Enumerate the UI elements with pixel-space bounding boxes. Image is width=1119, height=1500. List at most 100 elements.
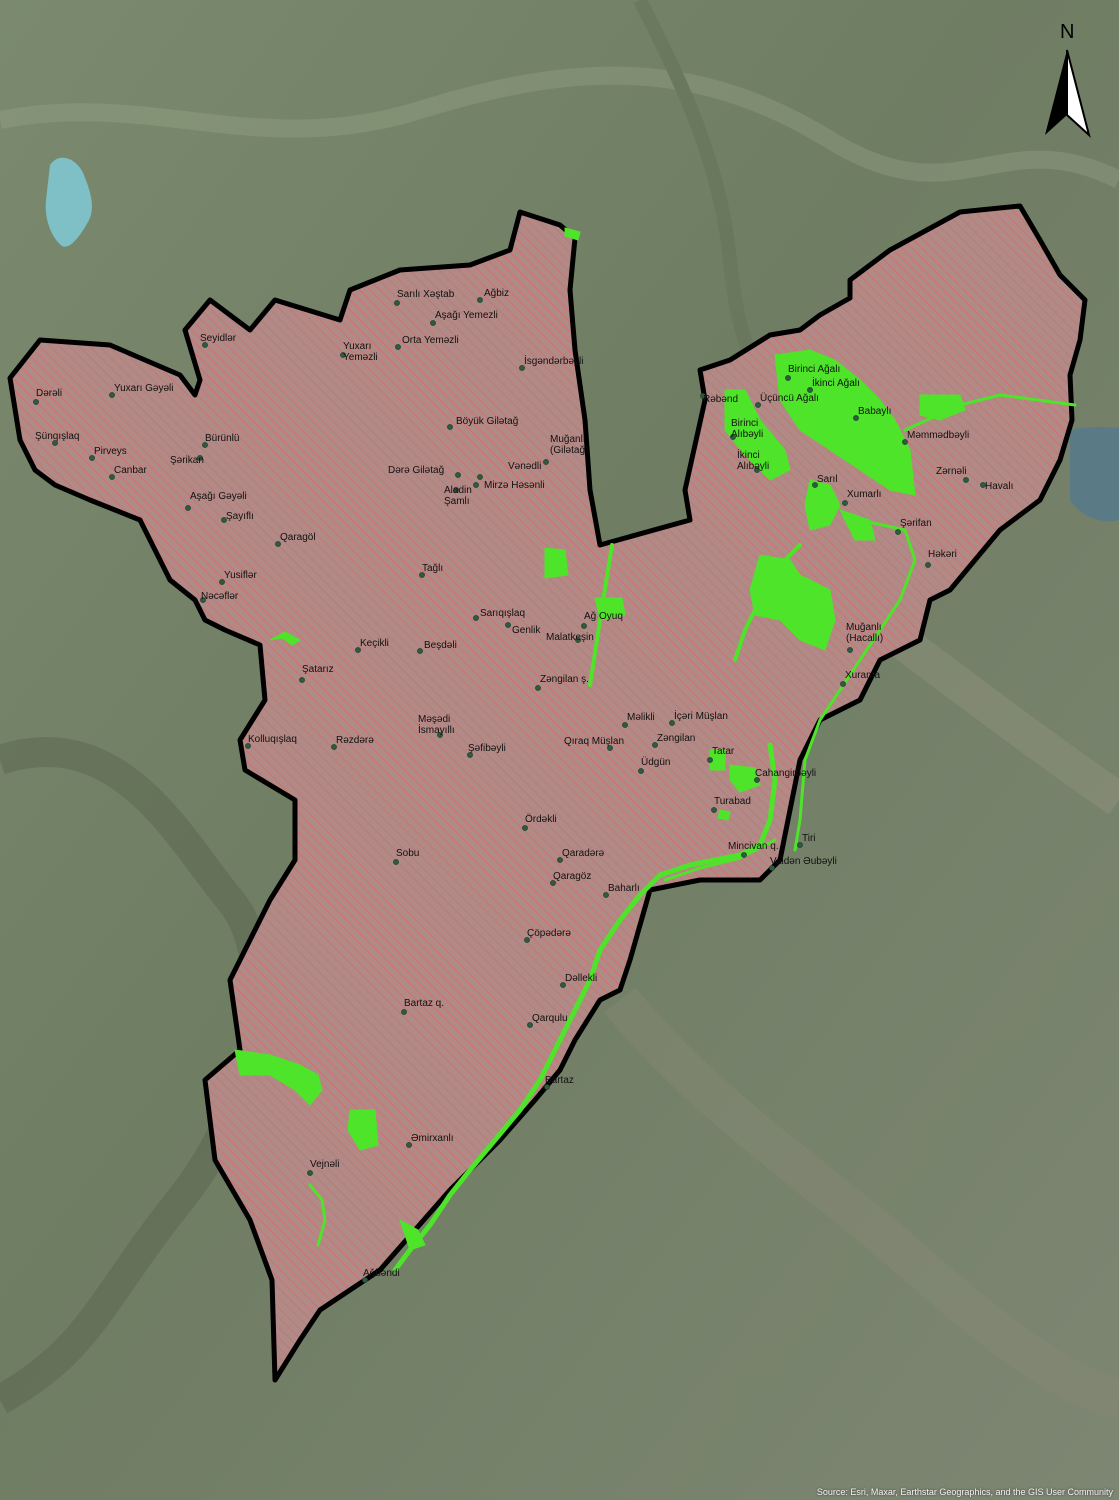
place-marker-dot[interactable] xyxy=(638,768,644,774)
place-marker-dot[interactable] xyxy=(902,439,908,445)
place-marker-dot[interactable] xyxy=(505,622,511,628)
place-marker-dot[interactable] xyxy=(842,500,848,506)
place-marker-dot[interactable] xyxy=(769,865,775,871)
place-label: Şərifan xyxy=(900,518,932,529)
place-marker-dot[interactable] xyxy=(430,320,436,326)
place-marker-dot[interactable] xyxy=(202,342,208,348)
place-marker-dot[interactable] xyxy=(202,442,208,448)
place-marker-dot[interactable] xyxy=(395,344,401,350)
place-marker-dot[interactable] xyxy=(607,745,613,751)
place-label: Şəfibəyli xyxy=(468,743,506,754)
place-marker-dot[interactable] xyxy=(754,467,760,473)
place-label: İkinci Alıbəyli xyxy=(737,448,769,472)
place-marker-dot[interactable] xyxy=(331,744,337,750)
place-marker-dot[interactable] xyxy=(33,399,39,405)
place-label: Tatar xyxy=(712,746,735,757)
place-marker-dot[interactable] xyxy=(477,474,483,480)
place-marker-dot[interactable] xyxy=(299,677,305,683)
place-label: Vaidən Əubəyli xyxy=(770,856,837,867)
place-marker-dot[interactable] xyxy=(477,297,483,303)
place-marker-dot[interactable] xyxy=(89,455,95,461)
place-marker-dot[interactable] xyxy=(707,757,713,763)
place-marker-dot[interactable] xyxy=(527,1022,533,1028)
place-marker-dot[interactable] xyxy=(652,742,658,748)
place-label: Nəcəflər xyxy=(201,591,239,602)
place-marker-dot[interactable] xyxy=(535,685,541,691)
place-marker-dot[interactable] xyxy=(847,647,853,653)
green-zone xyxy=(269,631,301,646)
place-marker-dot[interactable] xyxy=(730,434,736,440)
place-label: Şünqışlaq xyxy=(35,431,79,442)
place-marker-dot[interactable] xyxy=(219,579,225,585)
place-marker-dot[interactable] xyxy=(340,352,346,358)
place-label: Birinci Ağalı xyxy=(788,364,840,375)
place-marker-dot[interactable] xyxy=(581,623,587,629)
reservoir-lake xyxy=(45,157,92,247)
place-marker-dot[interactable] xyxy=(980,482,986,488)
place-marker-dot[interactable] xyxy=(711,807,717,813)
place-marker-dot[interactable] xyxy=(245,743,251,749)
place-marker-dot[interactable] xyxy=(741,852,747,858)
place-marker-dot[interactable] xyxy=(447,424,453,430)
place-marker-dot[interactable] xyxy=(519,365,525,371)
place-marker-dot[interactable] xyxy=(473,482,479,488)
place-marker-dot[interactable] xyxy=(522,825,528,831)
place-marker-dot[interactable] xyxy=(622,722,628,728)
place-marker-dot[interactable] xyxy=(557,857,563,863)
place-label: Mirzə Həsənli xyxy=(484,480,545,491)
place-marker-dot[interactable] xyxy=(394,300,400,306)
place-marker-dot[interactable] xyxy=(455,472,461,478)
place-marker-dot[interactable] xyxy=(925,562,931,568)
place-marker-dot[interactable] xyxy=(797,842,803,848)
place-marker-dot[interactable] xyxy=(393,859,399,865)
place-marker-dot[interactable] xyxy=(544,1084,550,1090)
place-marker-dot[interactable] xyxy=(963,477,969,483)
place-label: Şərikan xyxy=(170,455,204,466)
green-zone xyxy=(234,1049,323,1106)
place-marker-dot[interactable] xyxy=(755,402,761,408)
place-marker-dot[interactable] xyxy=(669,720,675,726)
place-marker-dot[interactable] xyxy=(362,1277,368,1283)
place-marker-dot[interactable] xyxy=(543,459,549,465)
place-marker-dot[interactable] xyxy=(200,597,206,603)
place-marker-dot[interactable] xyxy=(197,455,203,461)
place-label: Qıraq Müşlan xyxy=(564,736,624,747)
place-marker-dot[interactable] xyxy=(550,880,556,886)
place-marker-dot[interactable] xyxy=(453,487,459,493)
place-marker-dot[interactable] xyxy=(853,415,859,421)
place-marker-dot[interactable] xyxy=(401,1009,407,1015)
place-label: Baharlı xyxy=(608,883,640,894)
green-zone xyxy=(839,509,876,541)
place-marker-dot[interactable] xyxy=(812,482,818,488)
place-marker-dot[interactable] xyxy=(575,637,581,643)
place-marker-dot[interactable] xyxy=(840,681,846,687)
place-marker-dot[interactable] xyxy=(895,529,901,535)
place-marker-dot[interactable] xyxy=(603,892,609,898)
place-marker-dot[interactable] xyxy=(355,647,361,653)
place-marker-dot[interactable] xyxy=(109,392,115,398)
place-marker-dot[interactable] xyxy=(221,517,227,523)
place-marker-dot[interactable] xyxy=(754,777,760,783)
place-marker-dot[interactable] xyxy=(307,1170,313,1176)
place-label: Rəbənd xyxy=(703,394,738,405)
place-marker-dot[interactable] xyxy=(185,505,191,511)
place-label: İsgəndərbəyli xyxy=(524,354,583,367)
place-marker-dot[interactable] xyxy=(419,572,425,578)
place-marker-dot[interactable] xyxy=(473,615,479,621)
place-marker-dot[interactable] xyxy=(406,1142,412,1148)
place-label: Keçikli xyxy=(360,638,389,649)
place-marker-dot[interactable] xyxy=(109,474,115,480)
place-marker-dot[interactable] xyxy=(524,937,530,943)
place-label: Məlikli xyxy=(627,712,655,723)
place-marker-dot[interactable] xyxy=(52,440,58,446)
place-marker-dot[interactable] xyxy=(467,752,473,758)
place-label: Ağ Oyuq xyxy=(584,611,623,622)
place-marker-dot[interactable] xyxy=(807,387,813,393)
place-marker-dot[interactable] xyxy=(785,375,791,381)
place-marker-dot[interactable] xyxy=(700,393,706,399)
place-marker-dot[interactable] xyxy=(275,541,281,547)
place-marker-dot[interactable] xyxy=(417,648,423,654)
place-marker-dot[interactable] xyxy=(437,732,443,738)
place-marker-dot[interactable] xyxy=(560,982,566,988)
